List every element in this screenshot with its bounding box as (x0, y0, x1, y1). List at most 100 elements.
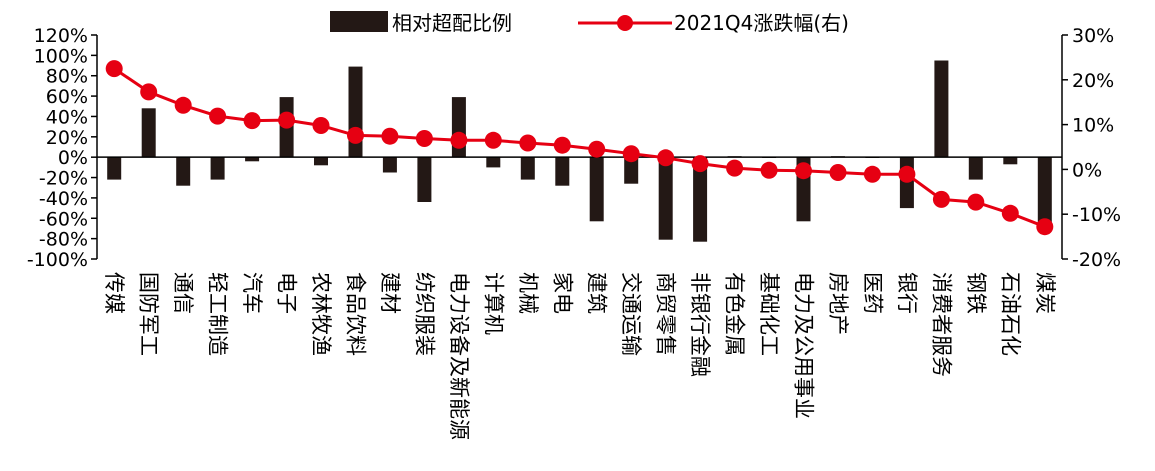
line-point-22 (829, 164, 847, 181)
category-label-3: 通信 (171, 272, 195, 314)
left-tick-label: -80% (39, 229, 88, 251)
left-tick-label: 0% (58, 147, 88, 169)
legend-bar-label: 相对超配比例 (392, 11, 512, 35)
line-point-12 (484, 131, 502, 149)
category-label-28: 煤炭 (1033, 272, 1057, 314)
line-point-2 (140, 83, 158, 101)
line-point-21 (795, 162, 812, 180)
bar-1 (107, 157, 122, 180)
line-point-18 (691, 155, 709, 173)
category-labels: 传媒 国防军工 通信 轻工制造 汽车 电子 农林牧渔 食品饮料 建材 纺织服装 电力设备及新能源 计算… (102, 272, 1057, 440)
category-label-2: 国防军工 (137, 272, 161, 356)
category-label-26: 钢铁 (964, 272, 988, 314)
bar-13 (520, 157, 535, 180)
line-point-14 (553, 136, 571, 154)
right-tick-label: 10% (1072, 115, 1114, 137)
bar-26 (968, 157, 983, 180)
bar-27 (1003, 157, 1018, 165)
category-label-1: 传媒 (102, 272, 126, 314)
line-point-11 (450, 131, 468, 149)
category-label-15: 建筑 (585, 272, 609, 314)
category-label-22: 房地产 (826, 272, 850, 335)
category-label-20: 基础化工 (757, 272, 781, 356)
legend-line-label: 2021Q4涨跌幅(右) (674, 11, 849, 35)
category-label-13: 机械 (516, 272, 540, 314)
bar-17 (658, 157, 673, 240)
bar-12 (486, 157, 501, 168)
category-label-23: 医药 (860, 272, 884, 314)
line-point-28 (1036, 218, 1054, 236)
bar-18 (693, 157, 708, 242)
line-point-15 (588, 140, 606, 158)
left-tick-label: -60% (39, 208, 88, 230)
legend-line-marker (617, 15, 633, 31)
category-label-12: 计算机 (481, 272, 505, 335)
bar-10 (417, 157, 432, 202)
bar-16 (624, 157, 639, 184)
legend: 相对超配比例 2021Q4涨跌幅(右) (330, 11, 849, 35)
line-path (113, 67, 1046, 229)
line-point-19 (726, 159, 744, 177)
right-tick-label: 0% (1072, 159, 1102, 181)
right-tick-label: -20% (1072, 249, 1121, 271)
bar-14 (555, 157, 570, 186)
category-label-24: 银行 (895, 272, 919, 314)
left-tick-label: 80% (46, 66, 88, 88)
bar-9 (382, 157, 397, 173)
right-tick-label: 20% (1072, 70, 1114, 92)
bar-28 (1037, 157, 1052, 232)
bars (107, 60, 1052, 242)
line-point-13 (519, 134, 537, 152)
category-label-4: 轻工制造 (206, 272, 230, 356)
line-point-8 (347, 126, 364, 144)
left-tick-label: 40% (46, 106, 88, 128)
category-label-21: 电力及公用事业 (792, 272, 816, 419)
category-label-16: 交通运输 (619, 272, 643, 356)
line-point-23 (863, 165, 881, 183)
line-point-10 (415, 130, 433, 147)
bar-3 (176, 157, 191, 186)
category-label-14: 家电 (550, 272, 574, 314)
category-label-18: 非银行金融 (688, 272, 712, 377)
category-label-25: 消费者服务 (929, 272, 953, 377)
category-label-10: 纺织服装 (412, 272, 436, 356)
category-label-17: 商贸零售 (654, 272, 678, 356)
line-point-4 (209, 107, 227, 125)
bar-7 (314, 157, 328, 166)
legend-bar-swatch (330, 11, 388, 32)
line-point-25 (932, 190, 950, 208)
bar-2 (141, 108, 156, 158)
bar-4 (210, 157, 225, 180)
line-point-27 (1001, 204, 1019, 222)
line-point-1 (105, 60, 123, 78)
left-tick-label: 120% (34, 25, 88, 47)
left-tick-label: -20% (39, 168, 88, 190)
bar-15 (589, 157, 604, 222)
category-label-19: 有色金属 (723, 272, 747, 356)
category-label-27: 石油石化 (998, 272, 1022, 356)
category-label-7: 农林牧渔 (309, 272, 333, 356)
line-point-7 (312, 117, 330, 134)
line-point-16 (622, 145, 640, 163)
line-point-26 (967, 193, 985, 211)
axes: -100%-80%-60%-40%-20%0%20%40%60%80%100%1… (27, 25, 1121, 271)
line-series (105, 60, 1054, 236)
line-point-9 (381, 127, 399, 145)
line-point-20 (760, 161, 778, 179)
line-point-17 (657, 149, 675, 167)
bar-25 (934, 60, 949, 158)
right-tick-label: -10% (1072, 204, 1121, 226)
left-tick-label: -100% (27, 249, 88, 271)
category-label-5: 汽车 (240, 272, 264, 314)
category-label-6: 电子 (275, 272, 299, 314)
line-point-6 (278, 111, 296, 129)
category-label-8: 食品饮料 (344, 272, 368, 356)
bar-5 (245, 157, 260, 162)
line-point-5 (243, 112, 261, 130)
category-label-11: 电力设备及新能源 (447, 272, 471, 440)
left-tick-label: 60% (46, 86, 88, 108)
line-point-24 (898, 165, 916, 183)
right-tick-label: 30% (1072, 25, 1114, 47)
category-label-9: 建材 (378, 272, 402, 314)
left-tick-label: 20% (46, 127, 88, 149)
